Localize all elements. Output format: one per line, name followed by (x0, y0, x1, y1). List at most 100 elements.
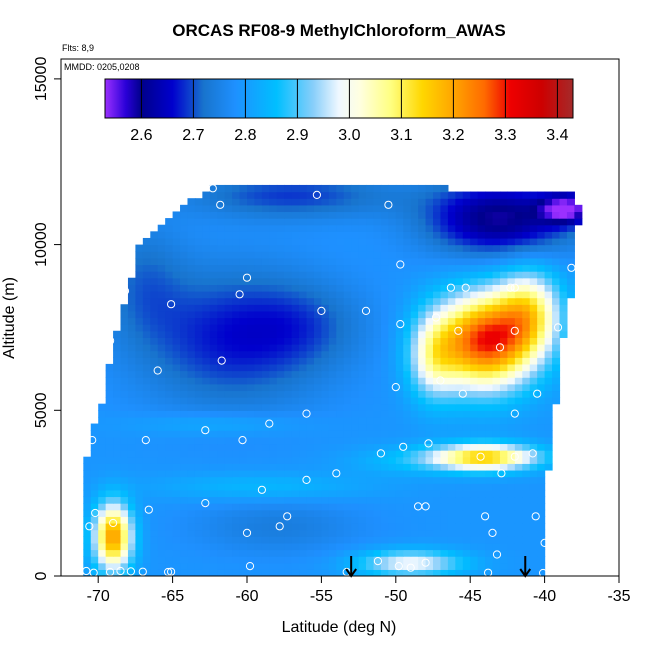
heatmap-cell (358, 476, 367, 484)
heatmap-cell (321, 304, 330, 312)
heatmap-cell (306, 483, 315, 491)
heatmap-cell (447, 522, 456, 531)
heatmap-cell (403, 416, 412, 425)
heatmap-cell (440, 430, 449, 438)
heatmap-cell (440, 244, 449, 252)
heatmap-cell (313, 271, 322, 279)
heatmap-cell (418, 450, 427, 458)
heatmap-cell (187, 337, 196, 345)
heatmap-cell (98, 556, 107, 564)
heatmap-cell (537, 542, 546, 551)
heatmap-cell (98, 436, 107, 445)
heatmap-cell (499, 251, 508, 259)
heatmap-cell (328, 516, 337, 524)
heatmap-cell (529, 569, 538, 576)
heatmap-cell (187, 284, 196, 292)
heatmap-cell (343, 297, 352, 305)
heatmap-cell (120, 430, 129, 438)
heatmap-cell (165, 463, 174, 471)
heatmap-cell (358, 297, 367, 305)
heatmap-cell (351, 410, 360, 418)
heatmap-cell (120, 483, 129, 491)
heatmap-cell (477, 297, 486, 305)
heatmap-cell (83, 483, 92, 491)
heatmap-cell (380, 496, 389, 504)
heatmap-cell (247, 436, 256, 445)
heatmap-cell (239, 436, 248, 445)
heatmap-cell (462, 463, 471, 471)
heatmap-cell (232, 330, 241, 338)
colorbar-tick-label: 3.2 (442, 127, 464, 144)
heatmap-cell (328, 556, 337, 564)
heatmap-cell (418, 357, 427, 365)
heatmap-cell (217, 324, 226, 332)
heatmap-cell (224, 542, 233, 551)
heatmap-cell (306, 218, 315, 226)
heatmap-cell (499, 476, 508, 484)
heatmap-cell (410, 317, 419, 325)
heatmap-cell (328, 529, 337, 537)
heatmap-cell (522, 430, 531, 438)
heatmap-cell (321, 284, 330, 292)
heatmap-cell (120, 337, 129, 345)
heatmap-cell (477, 317, 486, 325)
heatmap-cell (440, 257, 449, 266)
heatmap-cell (172, 357, 181, 365)
heatmap-cell (455, 317, 464, 325)
heatmap-cell (194, 549, 203, 557)
heatmap-cell (559, 204, 568, 213)
heatmap-cell (485, 337, 494, 345)
heatmap-cell (299, 450, 308, 458)
heatmap-cell (328, 290, 337, 299)
heatmap-cell (485, 297, 494, 305)
heatmap-cell (470, 251, 479, 259)
heatmap-cell (522, 397, 531, 405)
heatmap-cell (529, 397, 538, 405)
heatmap-cell (343, 363, 352, 372)
heatmap-cell (470, 257, 479, 266)
heatmap-cell (217, 476, 226, 484)
heatmap-cell (247, 450, 256, 458)
heatmap-cell (150, 503, 159, 511)
heatmap-cell (232, 218, 241, 226)
heatmap-cell (127, 324, 136, 332)
heatmap-cell (425, 423, 434, 431)
heatmap-cell (291, 562, 300, 570)
heatmap-cell (343, 397, 352, 405)
heatmap-cell (440, 344, 449, 352)
heatmap-cell (447, 357, 456, 365)
heatmap-cell (492, 390, 501, 398)
heatmap-cell (90, 529, 99, 537)
heatmap-cell (552, 397, 561, 405)
heatmap-cell (172, 542, 181, 551)
heatmap-cell (358, 310, 367, 319)
heatmap-cell (135, 562, 144, 570)
heatmap-cell (157, 542, 166, 551)
heatmap-cell (373, 569, 382, 576)
heatmap-cell (447, 290, 456, 299)
heatmap-cell (224, 231, 233, 239)
heatmap-cell (351, 430, 360, 438)
heatmap-cell (380, 304, 389, 312)
heatmap-cell (284, 271, 293, 279)
heatmap-cell (276, 344, 285, 352)
heatmap-cell (209, 463, 218, 471)
heatmap-cell (470, 363, 479, 372)
heatmap-cell (276, 198, 285, 206)
heatmap-cell (165, 317, 174, 325)
heatmap-cell (529, 516, 538, 524)
heatmap-cell (306, 224, 315, 232)
heatmap-cell (224, 397, 233, 405)
heatmap-cell (269, 231, 278, 239)
heatmap-cell (470, 569, 479, 576)
heatmap-cell (351, 191, 360, 199)
heatmap-cell (373, 218, 382, 226)
heatmap-cell (358, 204, 367, 213)
heatmap-cell (217, 456, 226, 464)
heatmap-cell (388, 430, 397, 438)
heatmap-cell (552, 244, 561, 252)
heatmap-cell (217, 271, 226, 279)
heatmap-cell (388, 549, 397, 557)
heatmap-cell (261, 397, 270, 405)
heatmap-cell (202, 251, 211, 259)
